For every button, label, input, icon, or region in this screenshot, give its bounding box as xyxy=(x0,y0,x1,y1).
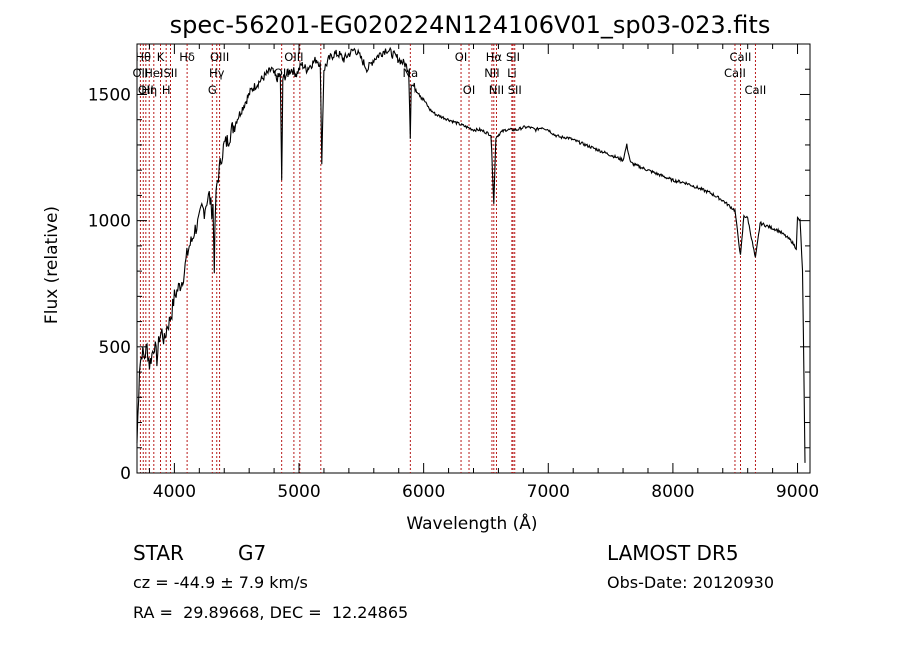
spectral-line-label: SII xyxy=(506,50,520,64)
spectral-line-label: CaII xyxy=(744,83,766,97)
spectral-line-labels: OIIHθOIIHηHeIKHSIIHδGHγOIIIOIIOIIINaOIOI… xyxy=(132,50,766,97)
spectral-line-label: OIII xyxy=(210,50,229,64)
spectral-line-label: Hθ xyxy=(135,50,151,64)
observation-date: Obs-Date: 20120930 xyxy=(607,573,775,592)
spectral-line-label: Li xyxy=(507,66,517,80)
spectral-line-label: Hδ xyxy=(179,50,195,64)
spectral-line-label: HeI xyxy=(144,66,163,80)
x-axis-label: Wavelength (Å) xyxy=(406,512,537,534)
spectral-line-label: CaII xyxy=(730,50,752,64)
spectral-line-label: Hγ xyxy=(209,66,225,80)
spectral-line-label: OI xyxy=(455,50,467,64)
spectral-line-label: OII xyxy=(138,83,154,97)
x-tick-label: 5000 xyxy=(277,482,320,502)
spectral-line-label: SII xyxy=(508,83,522,97)
y-tick-label: 1500 xyxy=(88,85,131,105)
chart-title: spec-56201-EG020224N124106V01_sp03-023.f… xyxy=(170,11,771,39)
x-tick-label: 6000 xyxy=(402,482,445,502)
x-tick-label: 8000 xyxy=(651,482,694,502)
y-tick-label: 1000 xyxy=(88,212,131,232)
x-tick-label: 7000 xyxy=(527,482,570,502)
spectral-line-label: OI xyxy=(463,83,475,97)
spectral-line-label: CaII xyxy=(724,66,746,80)
coordinates: RA = 29.89668, DEC = 12.24865 xyxy=(133,603,409,622)
object-class: STAR xyxy=(133,541,184,565)
object-subclass: G7 xyxy=(238,541,267,565)
spectral-line-label: Hη xyxy=(141,83,157,97)
x-tick-label: 4000 xyxy=(153,482,196,502)
spectral-line-label: NII xyxy=(489,83,504,97)
spectral-line-label: Hα xyxy=(486,50,503,64)
spectral-line-label: OII xyxy=(132,66,148,80)
spectral-line-label: G xyxy=(208,83,217,97)
survey-name: LAMOST DR5 xyxy=(607,541,739,565)
spectral-line-label: K xyxy=(157,50,165,64)
x-tick-label: 9000 xyxy=(776,482,819,502)
plot-frame xyxy=(136,43,811,474)
redshift-cz: cz = -44.9 ± 7.9 km/s xyxy=(133,573,308,592)
spectral-line-label: OIII xyxy=(284,50,303,64)
axis-ticks: 4000 5000 6000 7000 8000 9000 0 500 1000 1500 xyxy=(88,44,819,502)
spectral-line-markers xyxy=(139,44,756,473)
y-axis-label: Flux (relative) xyxy=(42,206,62,324)
spectral-line-label: H xyxy=(162,83,171,97)
y-tick-label: 500 xyxy=(99,338,131,358)
spectral-line-label: Na xyxy=(402,66,418,80)
y-tick-label: 0 xyxy=(120,464,131,484)
spectral-line-label: SII xyxy=(163,66,177,80)
spectral-line-label: NII xyxy=(484,66,499,80)
spectrum-series-line xyxy=(136,46,806,463)
